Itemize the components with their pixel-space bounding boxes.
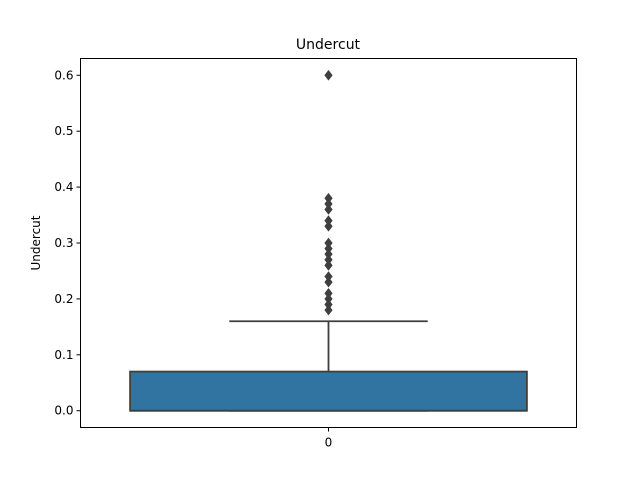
outlier-point (324, 237, 333, 249)
outlier-point (324, 215, 333, 226)
outlier-point (324, 304, 333, 316)
y-tick-label: 0.3 (54, 236, 73, 250)
box-iqr (129, 370, 528, 412)
outlier-point (324, 243, 333, 254)
outlier-point (324, 276, 333, 288)
outlier-point (324, 254, 333, 266)
y-tick-label: 0.0 (54, 404, 73, 418)
y-tick-label: 0.1 (54, 348, 73, 362)
outlier-point (324, 260, 333, 271)
outlier-point (324, 198, 333, 210)
y-axis-label: Undercut (29, 215, 43, 270)
chart-title: Undercut (296, 37, 361, 53)
outlier-point (324, 271, 333, 282)
y-tick-label: 0.4 (54, 180, 73, 194)
outlier-point (324, 220, 333, 232)
plot-area: 0.0 0.1 0.2 0.3 0.4 0.5 0.6 0 (54, 68, 528, 450)
y-tick-label: 0.2 (54, 292, 73, 306)
outlier-point (324, 299, 333, 310)
outlier-point (324, 248, 333, 260)
outlier-point (324, 69, 333, 81)
y-tick-label: 0.5 (54, 124, 73, 138)
outlier-point (324, 293, 333, 305)
x-tick-label: 0 (325, 436, 333, 450)
outlier-point (324, 204, 333, 215)
axes-frame (80, 58, 577, 428)
y-tick-label: 0.6 (54, 68, 73, 82)
outlier-point (324, 192, 333, 204)
outlier-point (324, 287, 333, 299)
